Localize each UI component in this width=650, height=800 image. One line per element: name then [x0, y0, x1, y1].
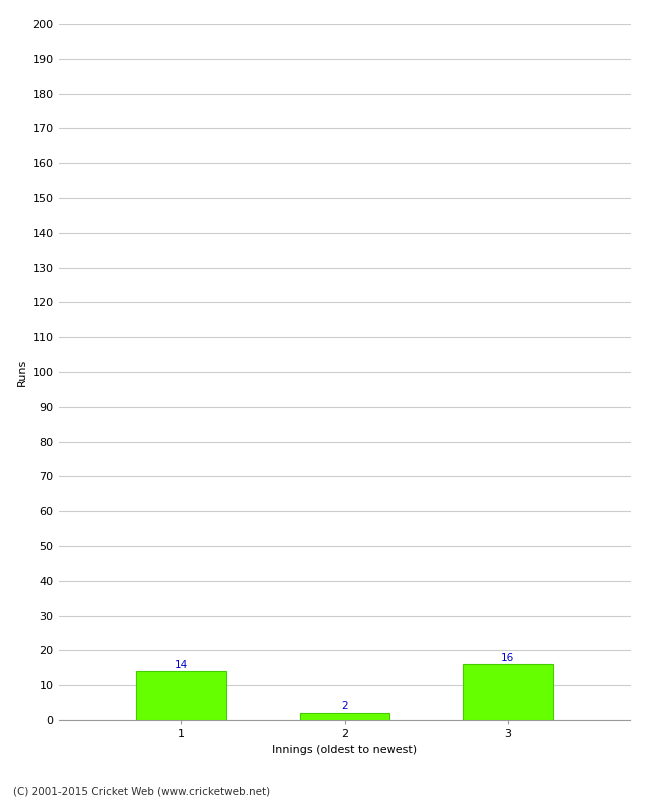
Text: 2: 2 — [341, 702, 348, 711]
Y-axis label: Runs: Runs — [17, 358, 27, 386]
Bar — [463, 664, 553, 720]
Text: 16: 16 — [501, 653, 515, 662]
X-axis label: Innings (oldest to newest): Innings (oldest to newest) — [272, 745, 417, 754]
Bar — [136, 671, 226, 720]
Text: (C) 2001-2015 Cricket Web (www.cricketweb.net): (C) 2001-2015 Cricket Web (www.cricketwe… — [13, 786, 270, 796]
Text: 14: 14 — [174, 659, 188, 670]
Bar — [300, 713, 389, 720]
